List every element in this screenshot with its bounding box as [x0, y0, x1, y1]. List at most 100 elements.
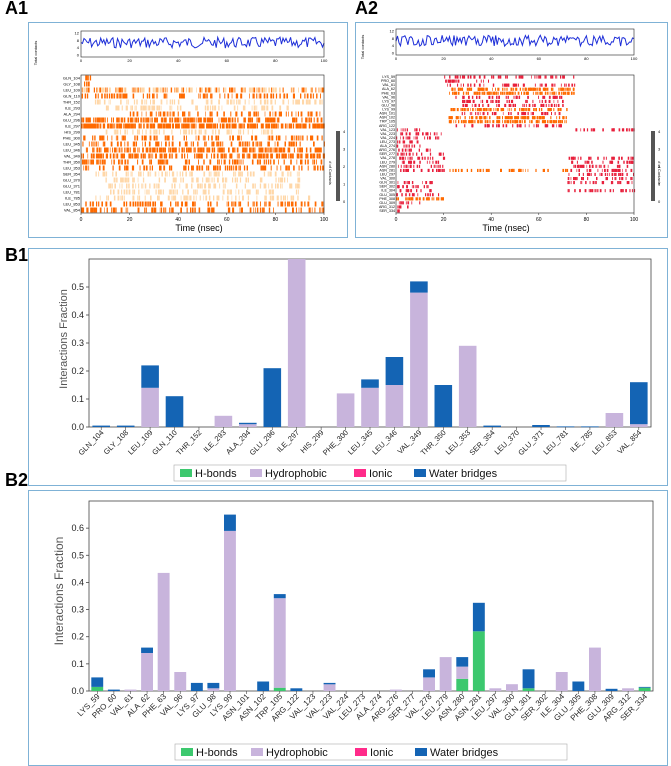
contact-tick: [223, 123, 225, 129]
contact-tick: [409, 156, 411, 160]
contact-tick: [556, 116, 558, 120]
contact-tick: [106, 87, 108, 93]
contact-tick: [282, 87, 284, 93]
contact-tick: [437, 164, 439, 168]
contact-tick: [600, 189, 602, 193]
contact-tick: [110, 123, 112, 129]
contact-tick: [123, 195, 125, 201]
contact-tick: [114, 183, 116, 189]
contact-tick: [198, 93, 200, 99]
contact-tick: [94, 123, 96, 129]
contact-tick: [555, 120, 558, 124]
contact-tick: [152, 201, 154, 207]
contact-tick: [230, 87, 232, 93]
contact-tick: [129, 201, 132, 207]
contact-tick: [116, 177, 118, 183]
contact-tick: [467, 108, 468, 112]
contact-tick: [556, 103, 557, 107]
contact-tick: [470, 120, 473, 124]
contact-tick: [201, 87, 203, 93]
contact-tick: [269, 147, 271, 153]
contact-tick: [432, 168, 434, 172]
contact-tick: [282, 183, 283, 189]
contact-tick: [606, 177, 608, 181]
contact-tick: [274, 141, 276, 147]
contact-tick: [212, 207, 215, 213]
contact-tick: [466, 99, 468, 103]
contact-tick: [615, 177, 617, 181]
contact-tick: [150, 195, 151, 201]
contact-tick: [547, 91, 549, 95]
contact-tick: [430, 132, 431, 136]
contact-tick: [225, 153, 227, 159]
contact-tick: [471, 95, 473, 99]
contact-tick: [305, 153, 307, 159]
residue-label: GLU_370: [63, 178, 81, 183]
contact-tick: [121, 189, 123, 195]
contact-tick: [582, 164, 585, 168]
contact-tick: [506, 120, 509, 124]
bar-segment-hydrophobic: [456, 666, 469, 679]
contact-tick: [254, 123, 256, 129]
contact-tick: [84, 87, 86, 93]
contact-tick: [590, 128, 592, 132]
contact-tick: [150, 87, 151, 93]
contact-tick: [93, 117, 95, 123]
contact-tick: [464, 124, 466, 128]
contact-tick: [260, 123, 262, 129]
contact-tick: [519, 120, 521, 124]
contact-tick: [541, 112, 543, 116]
contact-tick: [201, 153, 203, 159]
contact-tick: [484, 124, 487, 128]
contact-tick: [210, 87, 212, 93]
contact-tick: [498, 120, 500, 124]
contact-tick: [185, 183, 188, 189]
contact-tick: [429, 136, 431, 140]
contact-tick: [209, 123, 211, 129]
xtick-label: PHE_300: [321, 428, 350, 457]
contact-tick: [300, 135, 302, 141]
contact-tick: [160, 201, 163, 207]
contact-tick: [177, 87, 179, 93]
contact-tick: [264, 129, 266, 135]
contact-tick: [271, 195, 274, 201]
contact-tick: [487, 108, 489, 112]
contact-tick: [156, 135, 158, 141]
contact-tick: [295, 183, 297, 189]
contact-tick: [118, 165, 121, 171]
contact-tick: [581, 177, 583, 181]
contact-tick: [475, 116, 478, 120]
residue-label: ALA_294: [64, 112, 81, 117]
heat-xtick-label: 100: [320, 217, 329, 223]
contact-tick: [485, 108, 488, 112]
contact-tick: [134, 105, 136, 111]
contact-tick: [235, 111, 237, 117]
contact-tick: [264, 99, 267, 105]
contact-tick: [231, 123, 233, 129]
contact-tick: [258, 189, 259, 195]
contact-tick: [413, 136, 415, 140]
contact-tick: [204, 117, 206, 123]
contact-tick: [130, 117, 132, 123]
contact-tick: [276, 135, 278, 141]
contact-tick: [288, 123, 291, 129]
contact-tick: [515, 75, 517, 79]
contact-tick: [260, 165, 262, 171]
contact-tick: [414, 128, 415, 132]
contact-tick: [448, 116, 450, 120]
contact-tick: [221, 123, 224, 129]
contact-tick: [595, 164, 597, 168]
contact-tick: [419, 164, 421, 168]
contact-tick: [456, 91, 458, 95]
contact-tick: [245, 141, 247, 147]
contact-tick: [510, 87, 513, 91]
contact-tick: [613, 156, 615, 160]
contact-tick: [99, 165, 101, 171]
contact-tick: [176, 117, 179, 123]
residue-label: LEU_273: [380, 140, 395, 144]
contact-tick: [596, 181, 597, 185]
contact-tick: [211, 105, 214, 111]
contact-tick: [309, 117, 311, 123]
contact-tick: [105, 171, 107, 177]
top-xtick-label: 0: [80, 58, 83, 63]
